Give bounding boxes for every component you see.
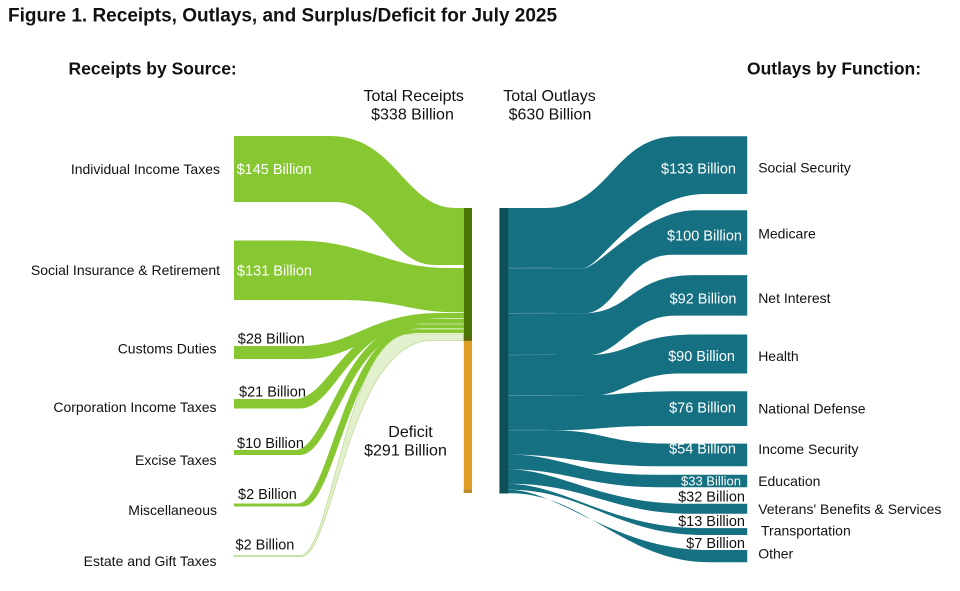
svg-text:National Defense: National Defense [758, 401, 866, 417]
svg-text:Total Outlays: Total Outlays [503, 88, 595, 105]
svg-text:Transportation: Transportation [761, 522, 851, 538]
svg-text:$2 Billion: $2 Billion [238, 487, 297, 503]
svg-text:Income Security: Income Security [758, 441, 858, 457]
svg-text:$33 Billion: $33 Billion [681, 473, 741, 488]
svg-text:Other: Other [758, 546, 793, 562]
svg-text:$92 Billion: $92 Billion [670, 292, 737, 308]
svg-text:$28 Billion: $28 Billion [238, 332, 305, 348]
svg-text:Outlays by Function:: Outlays by Function: [747, 59, 921, 79]
svg-text:$338 Billion: $338 Billion [371, 106, 454, 123]
svg-text:$32 Billion: $32 Billion [678, 489, 745, 505]
svg-text:$2 Billion: $2 Billion [236, 537, 295, 553]
svg-text:Health: Health [758, 348, 798, 364]
svg-text:Social Insurance & Retirement: Social Insurance & Retirement [31, 262, 220, 278]
svg-text:Net Interest: Net Interest [758, 290, 830, 306]
svg-text:Figure 1. Receipts, Outlays, a: Figure 1. Receipts, Outlays, and Surplus… [8, 6, 557, 27]
svg-text:Corporation Income Taxes: Corporation Income Taxes [53, 399, 216, 415]
svg-text:$630 Billion: $630 Billion [509, 106, 592, 123]
svg-text:$145 Billion: $145 Billion [237, 162, 312, 178]
svg-text:$10 Billion: $10 Billion [237, 436, 304, 452]
svg-text:Excise Taxes: Excise Taxes [135, 452, 216, 468]
svg-text:Individual Income Taxes: Individual Income Taxes [71, 161, 220, 177]
svg-text:Medicare: Medicare [758, 226, 816, 242]
svg-text:Social Security: Social Security [758, 159, 851, 175]
svg-text:Education: Education [758, 473, 820, 489]
svg-text:$131 Billion: $131 Billion [237, 263, 312, 279]
svg-text:Estate and Gift Taxes: Estate and Gift Taxes [84, 553, 217, 569]
svg-text:$13 Billion: $13 Billion [678, 514, 745, 530]
svg-text:$100 Billion: $100 Billion [667, 228, 742, 244]
svg-text:Customs Duties: Customs Duties [118, 340, 217, 356]
svg-text:$21 Billion: $21 Billion [239, 385, 306, 401]
svg-text:Total Receipts: Total Receipts [363, 88, 464, 105]
svg-text:Veterans' Benefits & Services: Veterans' Benefits & Services [758, 501, 941, 517]
svg-text:Deficit: Deficit [388, 424, 433, 441]
svg-text:$291 Billion: $291 Billion [364, 443, 447, 460]
svg-text:$7 Billion: $7 Billion [686, 536, 745, 552]
svg-text:Receipts by Source:: Receipts by Source: [69, 59, 237, 79]
svg-text:$90 Billion: $90 Billion [668, 349, 735, 365]
svg-text:$54 Billion: $54 Billion [669, 442, 736, 458]
svg-text:Miscellaneous: Miscellaneous [128, 502, 217, 518]
svg-text:$133 Billion: $133 Billion [661, 162, 736, 178]
svg-text:$76 Billion: $76 Billion [669, 401, 736, 417]
